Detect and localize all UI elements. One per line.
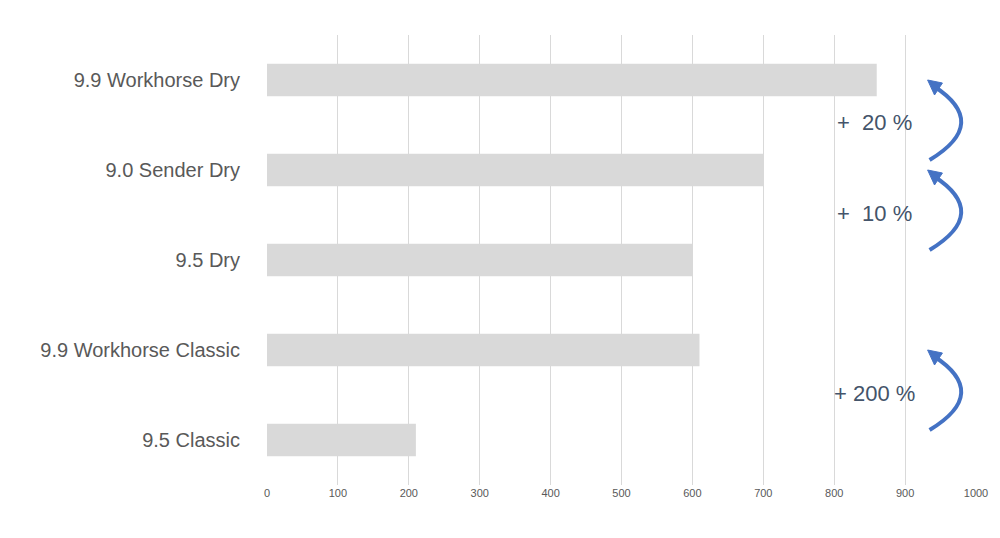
svg-text:600: 600 <box>683 487 701 499</box>
svg-text:300: 300 <box>471 487 489 499</box>
svg-text:700: 700 <box>754 487 772 499</box>
svg-text:900: 900 <box>896 487 914 499</box>
svg-text:+ 20 %: + 20 % <box>837 110 912 135</box>
svg-text:400: 400 <box>541 487 559 499</box>
svg-text:+ 10 %: + 10 % <box>837 201 912 226</box>
svg-text:9.0 Sender Dry: 9.0 Sender Dry <box>105 159 240 181</box>
svg-text:9.5 Classic: 9.5 Classic <box>142 429 240 451</box>
svg-text:9.9 Workhorse Dry: 9.9 Workhorse Dry <box>74 69 240 91</box>
svg-text:0: 0 <box>264 487 270 499</box>
svg-text:1000: 1000 <box>964 487 988 499</box>
svg-text:500: 500 <box>612 487 630 499</box>
svg-text:9.9 Workhorse Classic: 9.9 Workhorse Classic <box>40 339 240 361</box>
svg-text:200: 200 <box>400 487 418 499</box>
svg-text:9.5 Dry: 9.5 Dry <box>176 249 240 271</box>
svg-text:100: 100 <box>329 487 347 499</box>
svg-text:+ 200 %: + 200 % <box>834 381 915 406</box>
svg-text:800: 800 <box>825 487 843 499</box>
